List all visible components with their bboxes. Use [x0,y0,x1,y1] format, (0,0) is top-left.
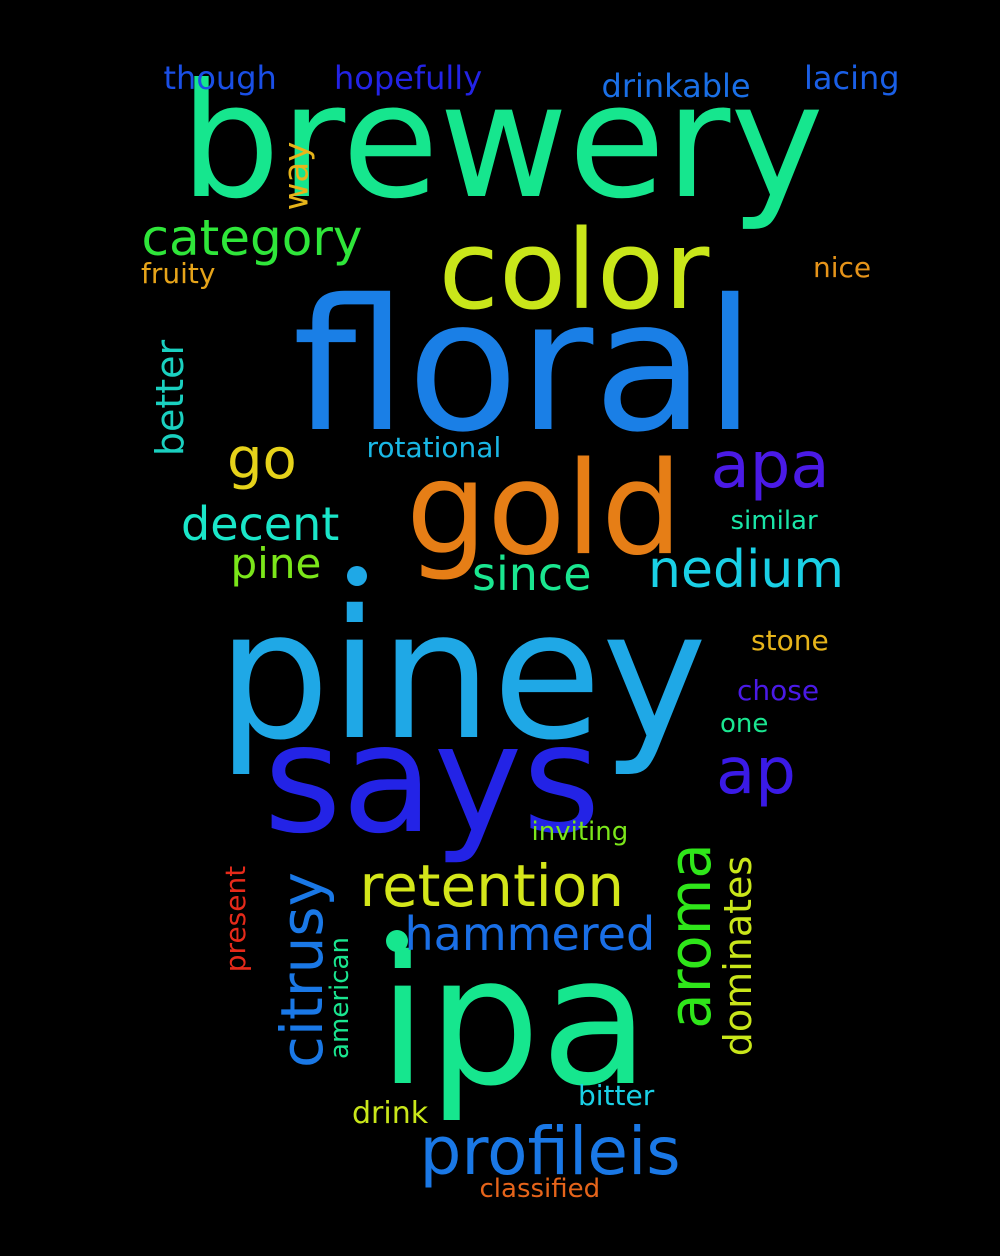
word-present: present [219,865,253,973]
word-color: color [438,206,710,334]
word-says: says [263,693,601,867]
word-fruity: fruity [141,257,216,290]
word-similar: similar [730,506,818,536]
word-bitter: bitter [578,1079,655,1112]
word-hammered: hammered [404,907,656,961]
word-pine: pine [230,539,322,588]
word-floral: floral [292,260,756,472]
word-decent: decent [181,497,340,551]
word-piney: piney [217,572,708,779]
word-gold: gold [406,435,683,584]
word-since: since [472,547,592,601]
word-drink: drink [352,1096,429,1131]
word-ap: ap [716,735,796,809]
accent-dot [347,566,367,586]
word-one: one [720,709,769,739]
word-ipa: ipa [378,918,650,1125]
word-apa: apa [710,429,830,503]
word-classified: classified [479,1174,601,1204]
word-lacing: lacing [804,59,900,97]
word-chose: chose [737,674,820,707]
word-retention: retention [359,852,625,920]
word-dominates: dominates [716,855,761,1057]
word-drinkable: drinkable [601,67,751,105]
word-inviting: inviting [531,817,629,847]
word-hopefully: hopefully [334,59,483,97]
word-citrusy: citrusy [267,872,336,1068]
word-american: american [324,937,355,1059]
word-nedium: nedium [648,540,845,600]
word-rotational: rotational [366,431,502,464]
accent-dot [386,930,408,952]
word-way: way [275,141,316,211]
word-go: go [227,427,297,492]
word-better: better [148,339,193,457]
word-nice: nice [813,251,872,284]
word-though: though [163,59,277,97]
word-aroma: aroma [655,843,724,1029]
word-category: category [141,209,363,267]
word-brewery: brewery [180,50,824,234]
word-stone: stone [751,624,829,657]
word-profileis: profileis [419,1113,681,1190]
